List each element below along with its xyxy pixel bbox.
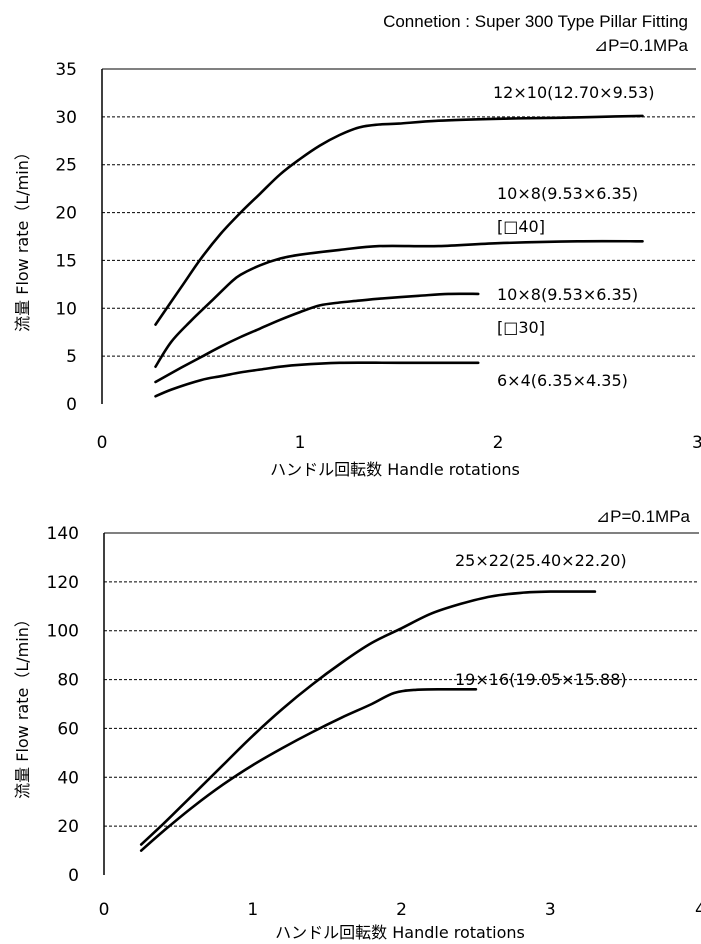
y-tick-label: 30: [55, 108, 77, 128]
y-tick-label: 100: [47, 622, 79, 642]
chart1-subtitle: ⊿P=0.1MPa: [594, 36, 689, 55]
series-line: [154, 239, 644, 368]
chart-title: Connetion : Super 300 Type Pillar Fittin…: [383, 12, 688, 31]
series-line: [154, 361, 480, 398]
y-tick-label: 140: [47, 524, 79, 544]
y-tick-label: 10: [55, 299, 77, 319]
chart1-label-12x10: 12×10(12.70×9.53): [493, 83, 654, 102]
x-tick-label: 0: [97, 433, 108, 453]
series-line: [139, 688, 478, 852]
chart2-label-25x22: 25×22(25.40×22.20): [455, 551, 627, 570]
y-tick-label: 20: [57, 817, 79, 837]
chart1-label-box40: [□40]: [497, 217, 545, 236]
x-tick-label: 2: [396, 900, 407, 920]
series-line: [154, 114, 644, 326]
y-tick-label: 120: [47, 573, 79, 593]
y-tick-label: 0: [66, 395, 77, 415]
chart2-x-label: ハンドル回転数 Handle rotations: [275, 923, 525, 942]
chart1-x-label: ハンドル回転数 Handle rotations: [270, 460, 520, 479]
y-tick-label: 0: [68, 866, 79, 886]
chart1-label-10x8-b: 10×8(9.53×6.35): [497, 285, 638, 304]
x-tick-label: 3: [692, 433, 701, 453]
y-tick-label: 60: [57, 719, 79, 739]
y-tick-label: 35: [55, 60, 77, 80]
x-tick-label: 3: [545, 900, 556, 920]
x-tick-label: 1: [295, 433, 306, 453]
x-tick-label: 0: [99, 900, 110, 920]
chart1-y-label: 流量 Flow rate（L/min）: [13, 144, 32, 332]
x-tick-label: 2: [493, 433, 504, 453]
series-line: [154, 292, 480, 384]
chart2-label-19x16: 19×16(19.05×15.88): [455, 670, 627, 689]
series-line: [139, 590, 597, 846]
chart1-label-box30: [□30]: [497, 318, 545, 337]
x-tick-label: 4: [695, 900, 701, 920]
x-tick-label: 1: [247, 900, 258, 920]
chart2-subtitle: ⊿P=0.1MPa: [596, 507, 691, 526]
chart2-y-label: 流量 Flow rate（L/min）: [13, 611, 32, 799]
y-tick-label: 5: [66, 347, 77, 367]
chart1-label-6x4: 6×4(6.35×4.35): [497, 371, 628, 390]
y-tick-label: 20: [55, 204, 77, 224]
y-tick-label: 25: [55, 156, 77, 176]
y-tick-label: 40: [57, 768, 79, 788]
y-tick-label: 15: [55, 251, 77, 271]
chart1-label-10x8-a: 10×8(9.53×6.35): [497, 184, 638, 203]
y-tick-label: 80: [57, 671, 79, 691]
